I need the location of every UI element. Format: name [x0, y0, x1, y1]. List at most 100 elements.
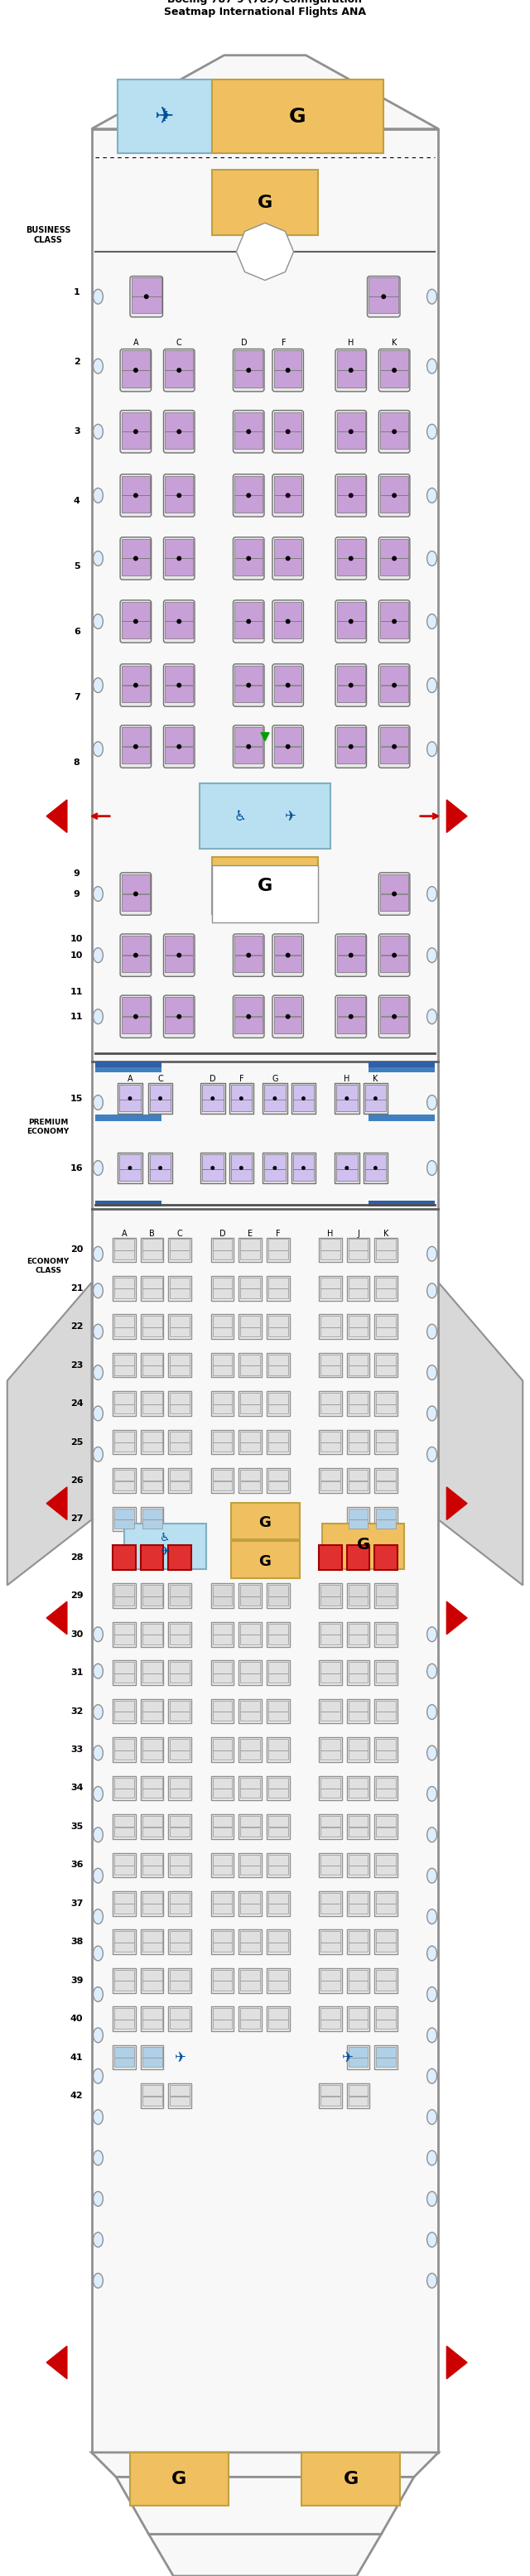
Text: ✈: ✈ — [174, 2050, 185, 2066]
Bar — [348, 1826, 368, 1837]
Bar — [169, 1314, 191, 1340]
Bar — [381, 894, 408, 912]
Bar — [142, 1700, 162, 1710]
Ellipse shape — [427, 1826, 437, 1842]
Text: ✈: ✈ — [284, 809, 295, 824]
Bar — [170, 1355, 190, 1365]
Bar — [229, 1151, 253, 1182]
Bar — [381, 665, 408, 685]
Bar — [375, 1430, 398, 1455]
Bar — [212, 866, 318, 922]
Circle shape — [133, 618, 138, 623]
FancyBboxPatch shape — [164, 665, 195, 706]
Bar — [348, 1904, 368, 1914]
Bar — [113, 1929, 136, 1955]
Ellipse shape — [427, 886, 437, 902]
Bar — [142, 1893, 162, 1904]
Bar — [268, 1662, 288, 1674]
Ellipse shape — [427, 1747, 437, 1759]
FancyBboxPatch shape — [120, 410, 151, 453]
Bar — [114, 2020, 134, 2030]
Bar — [369, 1115, 435, 1121]
Bar — [231, 1170, 252, 1180]
Bar — [142, 1404, 162, 1414]
Bar — [268, 1826, 288, 1837]
Polygon shape — [116, 2478, 414, 2535]
Bar — [348, 1404, 368, 1414]
Circle shape — [133, 953, 138, 958]
Text: C: C — [157, 1074, 163, 1082]
Bar — [114, 1520, 134, 1528]
Circle shape — [286, 1015, 290, 1020]
Bar — [268, 2020, 288, 2030]
FancyBboxPatch shape — [272, 410, 304, 453]
Bar — [376, 1700, 396, 1710]
Ellipse shape — [93, 1406, 103, 1422]
Bar — [336, 1084, 357, 1100]
Bar — [241, 1316, 260, 1327]
Bar — [241, 1788, 260, 1798]
Bar — [321, 1249, 340, 1260]
Bar — [202, 1100, 223, 1110]
Bar — [267, 1468, 289, 1492]
Circle shape — [246, 618, 251, 623]
Text: F: F — [239, 1074, 244, 1082]
Circle shape — [273, 1167, 277, 1170]
Bar — [165, 685, 193, 703]
Bar — [241, 1636, 260, 1643]
Bar — [114, 1788, 134, 1798]
Bar — [268, 1471, 288, 1481]
Bar — [274, 747, 302, 762]
Bar — [149, 1170, 171, 1180]
Bar — [274, 371, 302, 386]
FancyBboxPatch shape — [233, 474, 264, 518]
Circle shape — [392, 430, 397, 435]
Bar — [212, 858, 318, 914]
Bar — [170, 1855, 190, 1865]
FancyBboxPatch shape — [120, 538, 151, 580]
FancyBboxPatch shape — [164, 538, 195, 580]
Bar — [347, 1314, 370, 1340]
Ellipse shape — [93, 2272, 103, 2287]
Text: 11: 11 — [70, 989, 83, 997]
Bar — [369, 1066, 435, 1072]
Circle shape — [286, 492, 290, 497]
Bar — [113, 2045, 136, 2069]
Bar — [376, 1942, 396, 1953]
Bar — [337, 603, 365, 621]
Bar — [321, 1777, 340, 1788]
Circle shape — [133, 492, 138, 497]
Bar — [319, 1352, 342, 1378]
Bar — [376, 1404, 396, 1414]
Bar — [381, 538, 408, 559]
Bar — [124, 1525, 206, 1569]
Bar — [213, 1471, 232, 1481]
FancyBboxPatch shape — [379, 410, 410, 453]
Bar — [319, 1584, 342, 1607]
Bar — [170, 1394, 190, 1404]
Bar — [274, 621, 302, 639]
Bar — [142, 1855, 162, 1865]
Ellipse shape — [93, 742, 103, 757]
Bar — [169, 2084, 191, 2107]
Bar — [321, 1481, 340, 1492]
Circle shape — [302, 1097, 305, 1100]
Bar — [140, 1507, 164, 1530]
Bar — [114, 1777, 134, 1788]
Bar — [170, 1597, 190, 1605]
Bar — [319, 1236, 342, 1262]
Bar — [235, 603, 262, 621]
Bar — [321, 1327, 340, 1337]
Bar — [274, 350, 302, 371]
Text: 31: 31 — [70, 1669, 83, 1677]
Bar — [169, 1662, 191, 1685]
Bar — [142, 1739, 162, 1749]
Polygon shape — [236, 224, 294, 281]
Bar — [213, 1404, 232, 1414]
Ellipse shape — [427, 1095, 437, 1110]
Bar — [142, 2009, 162, 2020]
Circle shape — [133, 683, 138, 688]
Circle shape — [286, 683, 290, 688]
Bar — [122, 495, 149, 513]
Bar — [142, 2048, 162, 2058]
